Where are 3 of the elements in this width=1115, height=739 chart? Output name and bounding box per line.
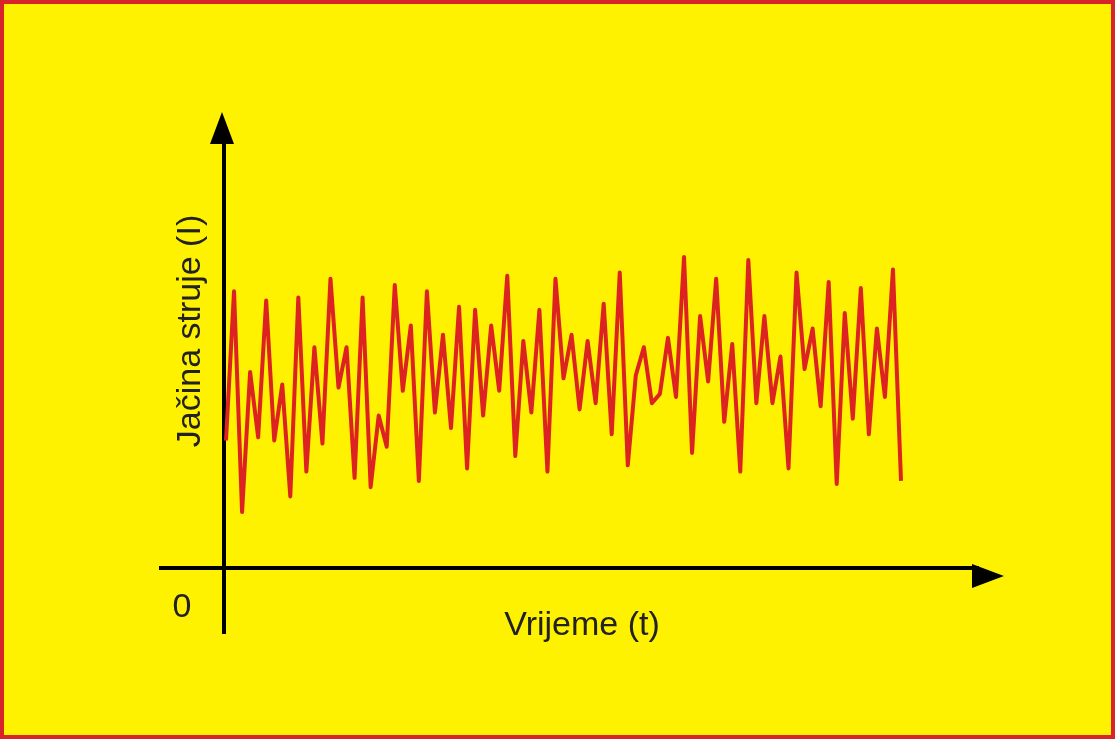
y-axis-title: Jačina struje (I) [169,214,208,448]
x-axis-title: Vrijeme (t) [504,604,660,643]
text: 0 [172,586,192,625]
